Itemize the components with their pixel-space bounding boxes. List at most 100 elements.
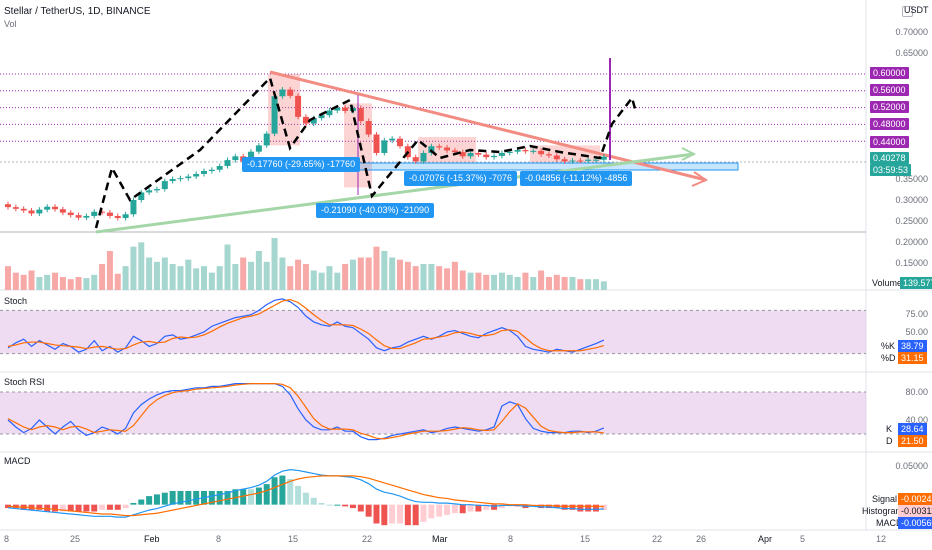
macd-hist-bar [279, 475, 286, 505]
candle-body [514, 150, 521, 152]
stoch-d-label: %D [881, 353, 896, 363]
macd-hist-bar [397, 504, 403, 524]
macd-hist-bar [467, 504, 474, 512]
candle-body [59, 209, 66, 213]
x-tick-13: 12 [876, 534, 886, 544]
volume-bar [600, 281, 607, 290]
volume-bar [451, 261, 458, 290]
macd-hist-bar [428, 504, 435, 519]
candle-body [36, 209, 43, 214]
candle-body [248, 151, 255, 162]
support-zone [329, 162, 739, 171]
volume-bar [44, 274, 51, 290]
candle-body [326, 110, 333, 116]
macd-hist-bar [153, 494, 160, 505]
candle-body [44, 206, 51, 210]
stochrsi-k-value: 28.64 [898, 423, 927, 435]
macd-hist-bar [326, 504, 333, 506]
candle-body [381, 140, 388, 153]
volume-bar [106, 251, 113, 290]
currency-label[interactable]: USDT [904, 5, 929, 15]
level-tag-052: 0.52000 [870, 101, 909, 113]
macd-hist-bar [106, 504, 113, 510]
macd-hist-bar [255, 487, 262, 505]
price-tick-6: 0.15000 [895, 258, 928, 268]
candle-body [169, 179, 176, 182]
stochrsi-tick-1: 40.00 [905, 415, 928, 425]
candle-body [530, 150, 537, 152]
volume-bar [185, 259, 192, 290]
measure-label-2[interactable]: -0.21090 (-40.03%) -21090 [316, 203, 435, 218]
volume-bar [404, 261, 411, 290]
candle-body [420, 152, 427, 162]
macd-hist-bar [224, 490, 231, 505]
level-tag-056: 0.56000 [870, 84, 909, 96]
candle-body [216, 165, 223, 170]
volume-bar [412, 266, 419, 290]
volume-bar [326, 266, 333, 290]
volume-bar [232, 264, 239, 290]
volume-bar [397, 259, 403, 290]
macd-hist-bar [208, 490, 215, 505]
volume-bar [342, 264, 349, 290]
macd-hist-bar [36, 504, 43, 510]
candle-body [255, 145, 262, 152]
macd-hist-bar [593, 504, 599, 512]
macd-hist-bar [569, 504, 576, 510]
macd-hist-bar [373, 504, 380, 524]
macd-hist-bar [114, 504, 121, 510]
price-tick-3: 0.30000 [895, 195, 928, 205]
macd-hist-bar [161, 492, 168, 505]
candle-body [130, 200, 137, 215]
volume-bar [36, 277, 43, 290]
symbol-title[interactable]: Stellar / TetherUS, 1D, BINANCE [4, 6, 151, 17]
measure-label-4[interactable]: -0.04856 (-11.12%) -4856 [520, 171, 633, 186]
candle-body [99, 211, 106, 213]
volume-bar [12, 272, 19, 290]
macd-hist-bar [216, 490, 223, 505]
macd-title: MACD [4, 456, 31, 466]
macd-hist-bar [561, 504, 568, 510]
candle-body [357, 108, 364, 122]
measure-label-3[interactable]: -0.07076 (-15.37%) -7076 [404, 171, 518, 186]
volume-bar [569, 277, 576, 290]
macd-hist-bar [498, 504, 505, 509]
candle-body [451, 150, 458, 153]
macd-hist-bar [83, 504, 90, 512]
candle-body [545, 154, 552, 156]
candle-body [185, 176, 192, 179]
macd-hist-bar [585, 504, 592, 512]
macd-hist-bar [295, 485, 302, 505]
ascending-trendline [95, 152, 695, 234]
stochrsi-k-label: K [886, 424, 893, 434]
volume-bar [28, 270, 35, 290]
price-tick-5: 0.20000 [895, 237, 928, 247]
macd-hist-bar [185, 490, 192, 505]
volume-bar [593, 279, 599, 290]
macd-signal-label: Signal [872, 494, 898, 504]
measure-label-1[interactable]: -0.17760 (-29.65%) -17760 [242, 157, 361, 172]
macd-hist-bar [193, 490, 200, 505]
volume-bar [498, 272, 505, 290]
candle-body [263, 133, 270, 146]
candle-body [208, 169, 215, 172]
stochrsi-title: Stoch RSI [4, 377, 45, 387]
volume-bar [530, 277, 537, 290]
macd-hist-bar [248, 489, 255, 505]
candle-body [491, 155, 498, 158]
macd-hist-bar [240, 489, 247, 505]
volume-bar [357, 257, 364, 290]
volume-bar [545, 277, 552, 290]
volume-bar [146, 257, 153, 290]
macd-hist-bar [334, 504, 341, 506]
macd-macd-label: MACD [876, 518, 903, 528]
price-tick-1: 0.65000 [895, 48, 928, 58]
stoch-tick-1: 50.00 [905, 327, 928, 337]
volume-bar [349, 259, 356, 290]
currency-dropdown-icon[interactable] [902, 6, 913, 17]
volume-bar [201, 266, 207, 290]
candle-body [12, 207, 19, 209]
volume-bar [20, 274, 27, 290]
candle-body [138, 192, 145, 200]
